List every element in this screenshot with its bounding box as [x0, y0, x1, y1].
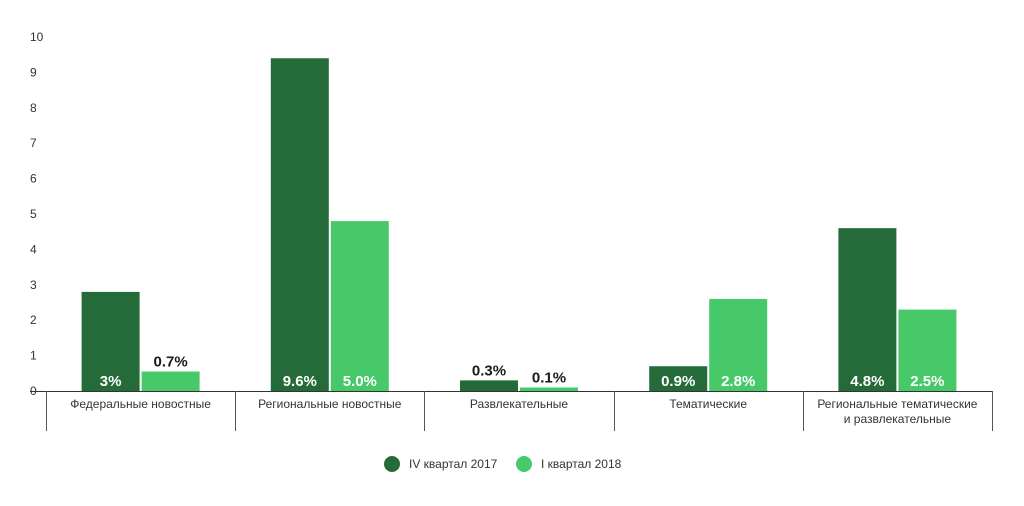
bar — [270, 58, 329, 392]
y-tick-label: 8 — [30, 101, 37, 115]
data-label: 0.1% — [532, 369, 566, 386]
data-label: 0.9% — [661, 373, 695, 390]
y-tick-label: 2 — [30, 313, 37, 327]
bar — [81, 291, 140, 391]
category-label: и развлекательные — [844, 412, 952, 426]
bar — [838, 228, 897, 391]
y-tick-label: 6 — [30, 172, 37, 186]
bars: 3% 9.6% 0.3% 0.9% 4.8% 0.7% 5.0% 0.1% 2.8% 2.5% — [81, 58, 957, 392]
legend-marker — [516, 456, 532, 472]
y-tick-label: 1 — [30, 349, 37, 363]
y-tick-label: 3 — [30, 278, 37, 292]
y-axis: 012345678910 — [30, 30, 44, 398]
data-label: 5.0% — [343, 373, 377, 390]
y-tick-label: 4 — [30, 242, 37, 256]
data-label: 2.8% — [721, 373, 755, 390]
data-label: 4.8% — [850, 373, 884, 390]
bar — [709, 298, 768, 391]
x-axis: Федеральные новостные Региональные новост… — [30, 391, 993, 431]
legend-label: IV квартал 2017 — [409, 457, 498, 471]
category-label: Региональные тематические — [817, 397, 977, 411]
bar — [520, 387, 578, 391]
y-tick-label: 9 — [30, 65, 37, 79]
data-label: 0.7% — [153, 354, 187, 371]
category-label: Федеральные новостные — [70, 397, 211, 411]
y-tick-label: 7 — [30, 136, 37, 150]
y-tick-label: 5 — [30, 207, 37, 221]
bar — [141, 371, 200, 391]
data-label: 3% — [100, 373, 122, 390]
category-label: Развлекательные — [470, 397, 568, 411]
data-label: 0.3% — [472, 362, 506, 379]
y-tick-label: 10 — [30, 30, 44, 44]
category-label: Тематические — [669, 397, 747, 411]
bar — [330, 221, 389, 391]
legend-label: I квартал 2018 — [541, 457, 622, 471]
bar — [649, 366, 708, 391]
data-label: 9.6% — [283, 373, 317, 390]
data-label: 2.5% — [910, 373, 944, 390]
bar — [460, 380, 518, 391]
legend: IV квартал 2017 I квартал 2018 — [384, 456, 622, 472]
bar — [898, 309, 957, 391]
legend-marker — [384, 456, 400, 472]
category-label: Региональные новостные — [258, 397, 402, 411]
